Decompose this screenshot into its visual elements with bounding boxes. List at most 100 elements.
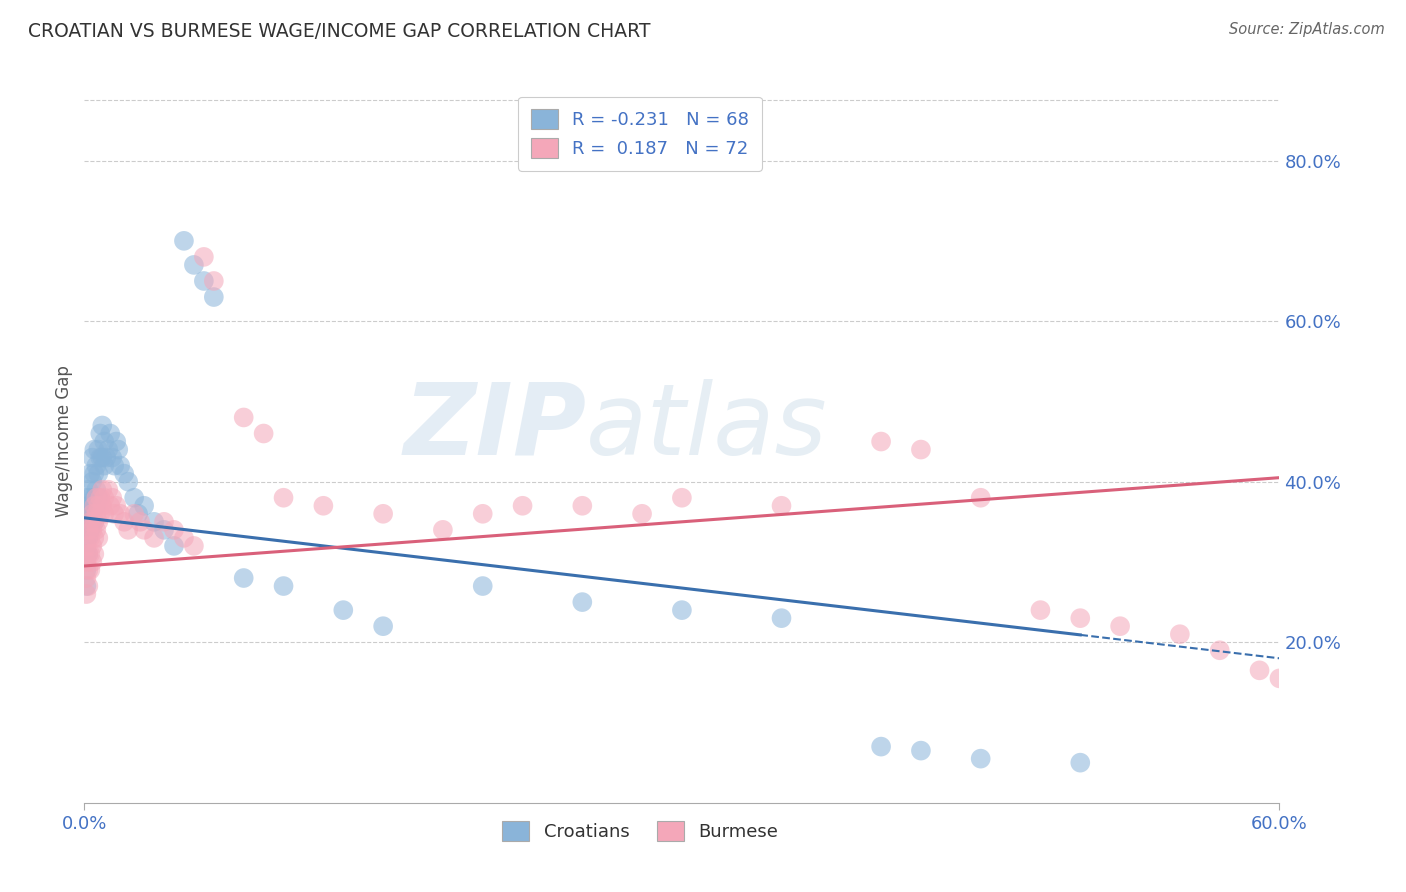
Point (153, 515, 176, 529)
Point (79, 523, 101, 537)
Point (93, 491, 115, 505)
Point (87, 531, 110, 545)
Point (91, 450, 114, 465)
Point (75, 571, 97, 585)
Point (571, 595, 593, 609)
Point (83, 442, 105, 457)
Text: Source: ZipAtlas.com: Source: ZipAtlas.com (1229, 22, 1385, 37)
Point (112, 515, 135, 529)
Point (93, 458, 115, 473)
Point (83, 491, 105, 505)
Point (77, 547, 100, 561)
Point (232, 571, 254, 585)
Point (86, 499, 108, 513)
Point (79, 563, 101, 577)
Point (82, 555, 104, 569)
Point (79, 507, 101, 521)
Point (1069, 611, 1091, 625)
Point (87, 467, 110, 481)
Point (970, 751, 993, 765)
Point (373, 619, 395, 633)
Point (143, 531, 166, 545)
Point (89, 507, 111, 521)
Text: ZIP: ZIP (404, 378, 586, 475)
Point (89, 426, 111, 441)
Point (83, 547, 105, 561)
Point (1029, 603, 1052, 617)
Point (79, 467, 101, 481)
Point (87, 491, 110, 505)
Point (75, 539, 97, 553)
Point (870, 739, 893, 754)
Point (82, 523, 104, 537)
Point (1249, 664, 1271, 678)
Point (132, 523, 156, 537)
Point (77, 515, 100, 529)
Point (117, 475, 139, 489)
Point (1209, 643, 1232, 657)
Point (332, 603, 354, 617)
Point (75, 507, 97, 521)
Point (770, 499, 793, 513)
Point (129, 515, 152, 529)
Point (82, 475, 104, 489)
Text: CROATIAN VS BURMESE WAGE/INCOME GAP CORRELATION CHART: CROATIAN VS BURMESE WAGE/INCOME GAP CORR… (28, 22, 651, 41)
Point (82, 499, 104, 513)
Point (232, 410, 254, 425)
Point (98, 499, 121, 513)
Point (101, 450, 124, 465)
Point (82, 450, 104, 465)
Point (107, 442, 129, 457)
Point (75, 547, 97, 561)
Point (86, 483, 108, 497)
Point (471, 507, 494, 521)
Point (82, 539, 104, 553)
Point (87, 442, 110, 457)
Point (122, 491, 145, 505)
Point (75, 491, 97, 505)
Point (870, 434, 893, 449)
Point (103, 507, 125, 521)
Point (512, 499, 534, 513)
Legend: Croatians, Burmese: Croatians, Burmese (495, 814, 785, 848)
Point (110, 507, 132, 521)
Point (77, 579, 100, 593)
Point (93, 434, 115, 449)
Point (112, 467, 135, 481)
Point (770, 611, 793, 625)
Point (143, 515, 166, 529)
Point (103, 458, 125, 473)
Point (202, 290, 225, 304)
Point (173, 234, 195, 248)
Point (82, 515, 104, 529)
Point (631, 507, 654, 521)
Point (79, 531, 101, 545)
Point (1069, 756, 1091, 770)
Point (193, 250, 215, 264)
Point (671, 491, 693, 505)
Point (93, 507, 115, 521)
Point (122, 507, 145, 521)
Point (83, 531, 105, 545)
Point (91, 483, 114, 497)
Point (153, 523, 176, 537)
Point (75, 531, 97, 545)
Point (79, 547, 101, 561)
Point (183, 258, 205, 272)
Point (91, 499, 114, 513)
Point (96, 450, 118, 465)
Point (91, 418, 114, 433)
Point (77, 499, 100, 513)
Point (97, 442, 120, 457)
Point (75, 518, 97, 533)
Text: atlas: atlas (586, 378, 828, 475)
Point (86, 523, 108, 537)
Point (83, 467, 105, 481)
Point (77, 523, 100, 537)
Point (82, 507, 104, 521)
Point (1268, 671, 1291, 685)
Point (471, 579, 494, 593)
Point (98, 426, 121, 441)
Point (202, 274, 225, 288)
Point (87, 515, 110, 529)
